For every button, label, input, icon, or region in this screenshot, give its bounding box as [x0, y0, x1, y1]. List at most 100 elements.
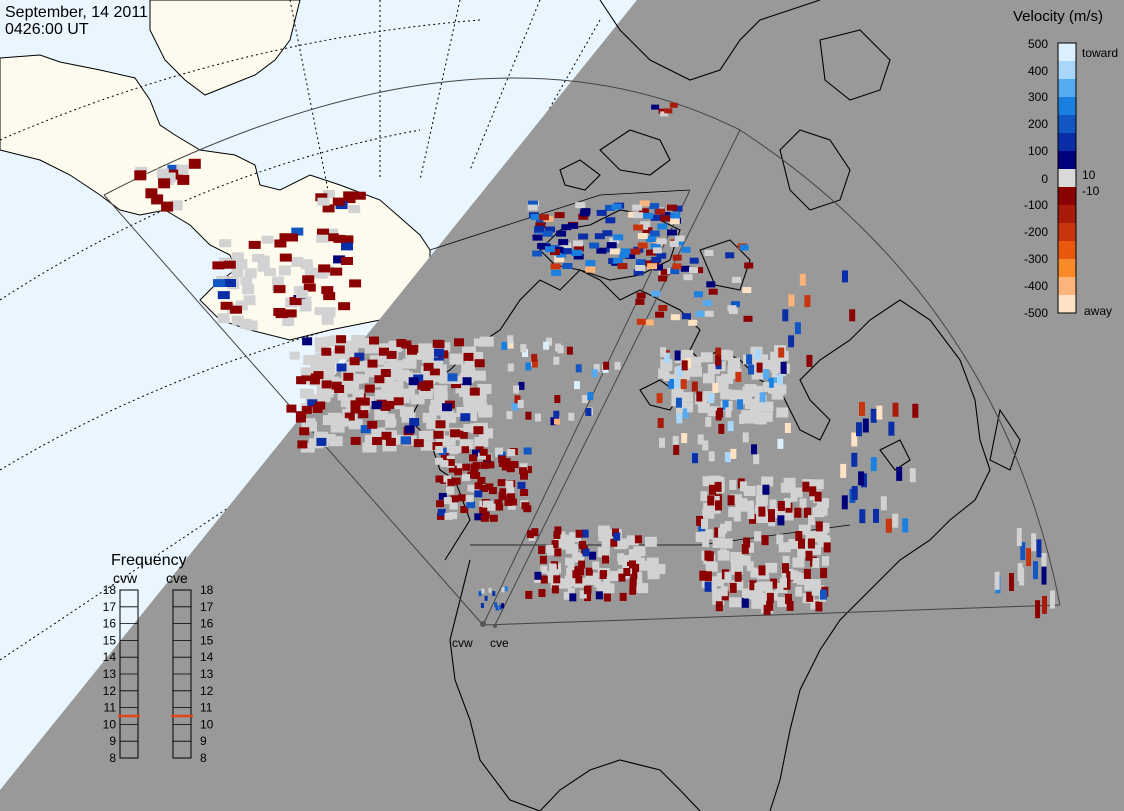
- scatter-cell: [301, 405, 312, 414]
- scatter-cell: [463, 400, 478, 411]
- scatter-cell: [638, 208, 649, 215]
- scatter-cell: [876, 405, 883, 420]
- scatter-cell: [727, 495, 735, 506]
- legend-tick: -10: [1082, 184, 1100, 198]
- scatter-cell: [681, 360, 688, 371]
- scatter-cell: [594, 233, 605, 240]
- legend-color-step: [1058, 277, 1076, 296]
- scatter-cell: [647, 569, 660, 580]
- scatter-cell: [760, 411, 773, 422]
- scatter-cell: [467, 471, 476, 479]
- frequency-tick: 15: [200, 633, 214, 647]
- scatter-cell: [449, 512, 458, 520]
- scatter-cell: [770, 356, 783, 367]
- scatter-cell: [777, 374, 783, 385]
- scatter-cell: [321, 347, 332, 356]
- scatter-cell: [389, 383, 404, 394]
- scatter-cell: [767, 377, 774, 388]
- scatter-cell: [633, 546, 646, 557]
- scatter-cell: [858, 471, 865, 486]
- scatter-cell: [551, 269, 562, 276]
- frequency-col-cve: cve: [166, 570, 188, 586]
- scatter-cell: [472, 472, 481, 479]
- scatter-cell: [667, 204, 677, 211]
- scatter-cell: [574, 381, 580, 390]
- scatter-cell: [322, 190, 335, 198]
- scatter-cell: [567, 540, 575, 549]
- scatter-cell: [301, 373, 312, 382]
- scatter-cell: [798, 524, 811, 535]
- scatter-cell: [474, 437, 489, 447]
- scatter-cell: [655, 208, 665, 215]
- scatter-cell: [702, 373, 715, 384]
- scatter-cell: [695, 532, 703, 542]
- scatter-cell: [728, 365, 741, 376]
- scatter-cell: [410, 394, 425, 405]
- scatter-cell: [326, 228, 339, 237]
- scatter-cell: [808, 579, 821, 590]
- scatter-cell: [554, 395, 561, 403]
- scatter-cell: [303, 355, 318, 366]
- scatter-cell: [364, 369, 375, 378]
- scatter-cell: [799, 273, 806, 286]
- scatter-cell: [513, 385, 520, 394]
- scatter-cell: [676, 366, 683, 377]
- scatter-cell: [532, 250, 543, 257]
- scatter-cell: [598, 531, 611, 542]
- scatter-cell: [540, 575, 548, 584]
- scatter-cell: [798, 538, 805, 549]
- scatter-cell: [344, 348, 359, 359]
- scatter-cell: [765, 581, 773, 592]
- frequency-tick: 17: [200, 600, 214, 614]
- scatter-cell: [354, 352, 365, 361]
- scatter-cell: [673, 239, 684, 246]
- scatter-cell: [815, 521, 823, 532]
- scatter-cell: [700, 529, 713, 540]
- scatter-cell: [499, 604, 503, 610]
- scatter-cell: [380, 369, 391, 377]
- scatter-cell: [473, 426, 484, 435]
- scatter-cell: [498, 455, 507, 463]
- scatter-cell: [633, 269, 644, 276]
- scatter-cell: [720, 389, 733, 400]
- scatter-cell: [776, 534, 784, 545]
- scatter-cell: [235, 300, 248, 311]
- scatter-cell: [754, 582, 762, 593]
- scatter-cell: [743, 588, 751, 599]
- scatter-cell: [469, 454, 477, 462]
- scatter-cell: [786, 479, 794, 489]
- scatter-cell: [485, 483, 494, 491]
- scatter-cell: [401, 412, 416, 423]
- scatter-cell: [306, 267, 319, 278]
- scatter-cell: [786, 600, 794, 611]
- scatter-cell: [759, 392, 766, 403]
- velocity-legend: Velocity (m/s) 500400300200100100-10-100…: [1013, 8, 1118, 320]
- scatter-cell: [707, 406, 720, 417]
- scatter-cell: [457, 430, 468, 439]
- scatter-cell: [725, 252, 735, 259]
- scatter-cell: [746, 561, 754, 572]
- scatter-cell: [408, 377, 419, 386]
- scatter-cell: [376, 399, 387, 408]
- scatter-cell: [748, 364, 755, 375]
- scatter-cell: [702, 440, 709, 451]
- scatter-cell: [809, 544, 821, 555]
- scatter-cell: [477, 476, 486, 484]
- scatter-cell: [756, 485, 764, 496]
- scatter-cell: [382, 391, 397, 402]
- scatter-cell: [385, 419, 396, 428]
- frequency-title: Frequency: [111, 552, 187, 569]
- legend-tick: 400: [1028, 64, 1048, 78]
- scatter-cell: [479, 448, 488, 456]
- scatter-cell: [549, 564, 557, 573]
- scatter-cell: [545, 246, 555, 253]
- scatter-cell: [317, 228, 329, 237]
- scatter-cell: [742, 432, 749, 443]
- scatter-cell: [909, 468, 916, 483]
- scatter-cell: [792, 557, 805, 568]
- scatter-cell: [454, 338, 464, 347]
- scatter-cell: [359, 397, 370, 406]
- scatter-cell: [514, 395, 521, 404]
- scatter-cell: [145, 188, 158, 199]
